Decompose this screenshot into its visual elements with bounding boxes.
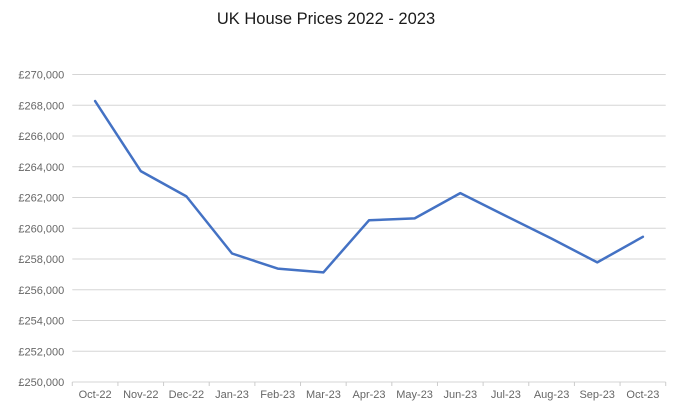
svg-text:£252,000: £252,000 <box>18 346 64 358</box>
svg-text:Jun-23: Jun-23 <box>443 389 477 401</box>
svg-text:£262,000: £262,000 <box>18 193 64 205</box>
svg-text:Aug-23: Aug-23 <box>534 389 569 401</box>
svg-text:May-23: May-23 <box>396 389 433 401</box>
svg-text:£268,000: £268,000 <box>18 100 64 112</box>
svg-text:Sep-23: Sep-23 <box>579 389 614 401</box>
svg-text:Oct-23: Oct-23 <box>626 389 659 401</box>
svg-text:Apr-23: Apr-23 <box>352 389 385 401</box>
svg-text:Jul-23: Jul-23 <box>491 389 521 401</box>
svg-text:Feb-23: Feb-23 <box>260 389 295 401</box>
svg-text:£256,000: £256,000 <box>18 285 64 297</box>
svg-text:Jan-23: Jan-23 <box>215 389 249 401</box>
svg-text:£260,000: £260,000 <box>18 223 64 235</box>
svg-text:£266,000: £266,000 <box>18 131 64 143</box>
svg-text:Dec-22: Dec-22 <box>169 389 204 401</box>
svg-text:£270,000: £270,000 <box>18 70 64 82</box>
svg-text:Nov-22: Nov-22 <box>123 389 158 401</box>
svg-text:£250,000: £250,000 <box>18 377 64 389</box>
svg-text:£254,000: £254,000 <box>18 316 64 328</box>
svg-text:Oct-22: Oct-22 <box>79 389 112 401</box>
svg-text:Mar-23: Mar-23 <box>306 389 341 401</box>
svg-text:£258,000: £258,000 <box>18 254 64 266</box>
svg-text:£264,000: £264,000 <box>18 162 64 174</box>
